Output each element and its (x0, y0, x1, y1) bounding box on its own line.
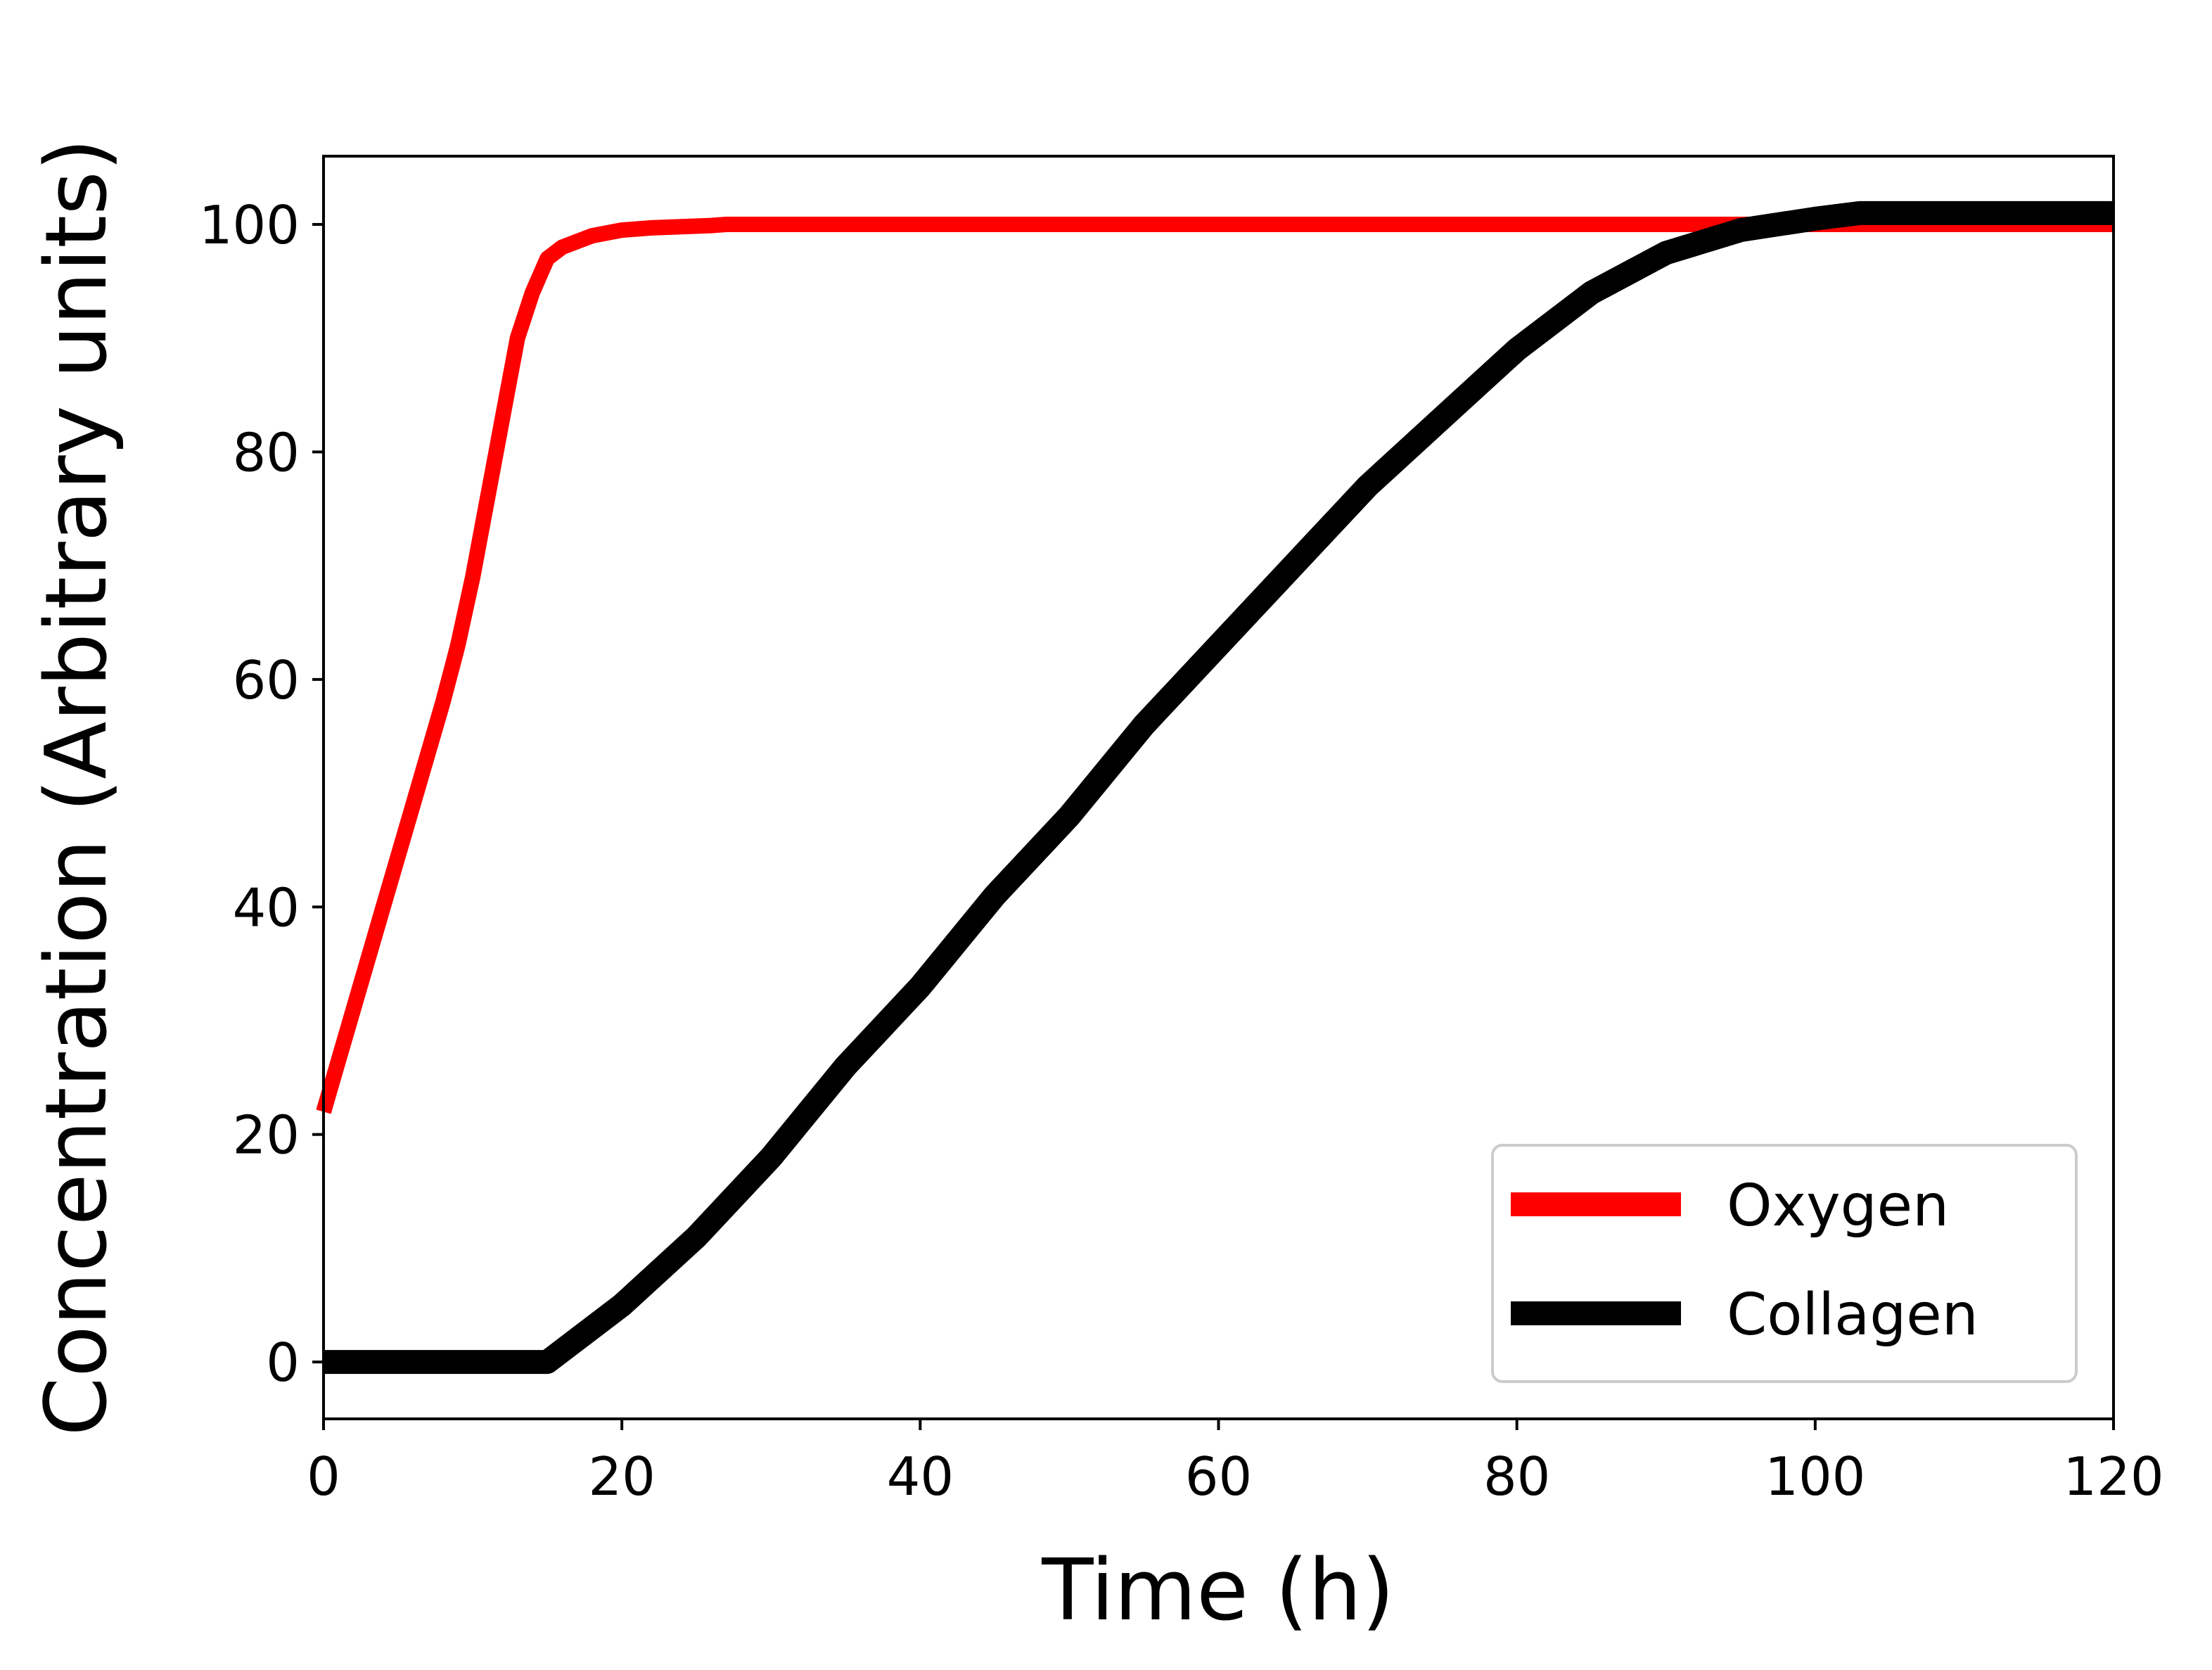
x-tick-label: 20 (588, 1446, 655, 1508)
y-tick-label: 0 (266, 1332, 300, 1394)
x-tick-label: 100 (1765, 1446, 1865, 1508)
legend: Oxygen Collagen (1491, 1144, 2078, 1383)
series-layer (316, 200, 2114, 1375)
y-axis-title: Concentration (Arbitrary units) (28, 138, 126, 1436)
legend-label-oxygen: Oxygen (1727, 1173, 1949, 1239)
ticks-layer: 0 20 40 60 80 100 120 0 20 40 60 80 100 (199, 194, 2164, 1508)
x-tick-label: 60 (1185, 1446, 1252, 1508)
y-tick-label: 80 (233, 421, 300, 483)
y-tick-label: 60 (233, 649, 300, 711)
x-tick-label: 120 (2063, 1446, 2163, 1508)
y-tick-label: 100 (199, 194, 300, 256)
x-tick-label: 40 (887, 1446, 954, 1508)
series-line-oxygen (316, 217, 2114, 1114)
y-tick-label: 20 (233, 1104, 300, 1166)
legend-label-collagen: Collagen (1727, 1282, 1978, 1349)
y-tick-label: 40 (233, 877, 300, 938)
x-tick-label: 0 (307, 1446, 340, 1508)
x-axis-title: Time (h) (1041, 1542, 1395, 1640)
x-tick-label: 80 (1483, 1446, 1550, 1508)
series-line-collagen (324, 200, 2114, 1375)
